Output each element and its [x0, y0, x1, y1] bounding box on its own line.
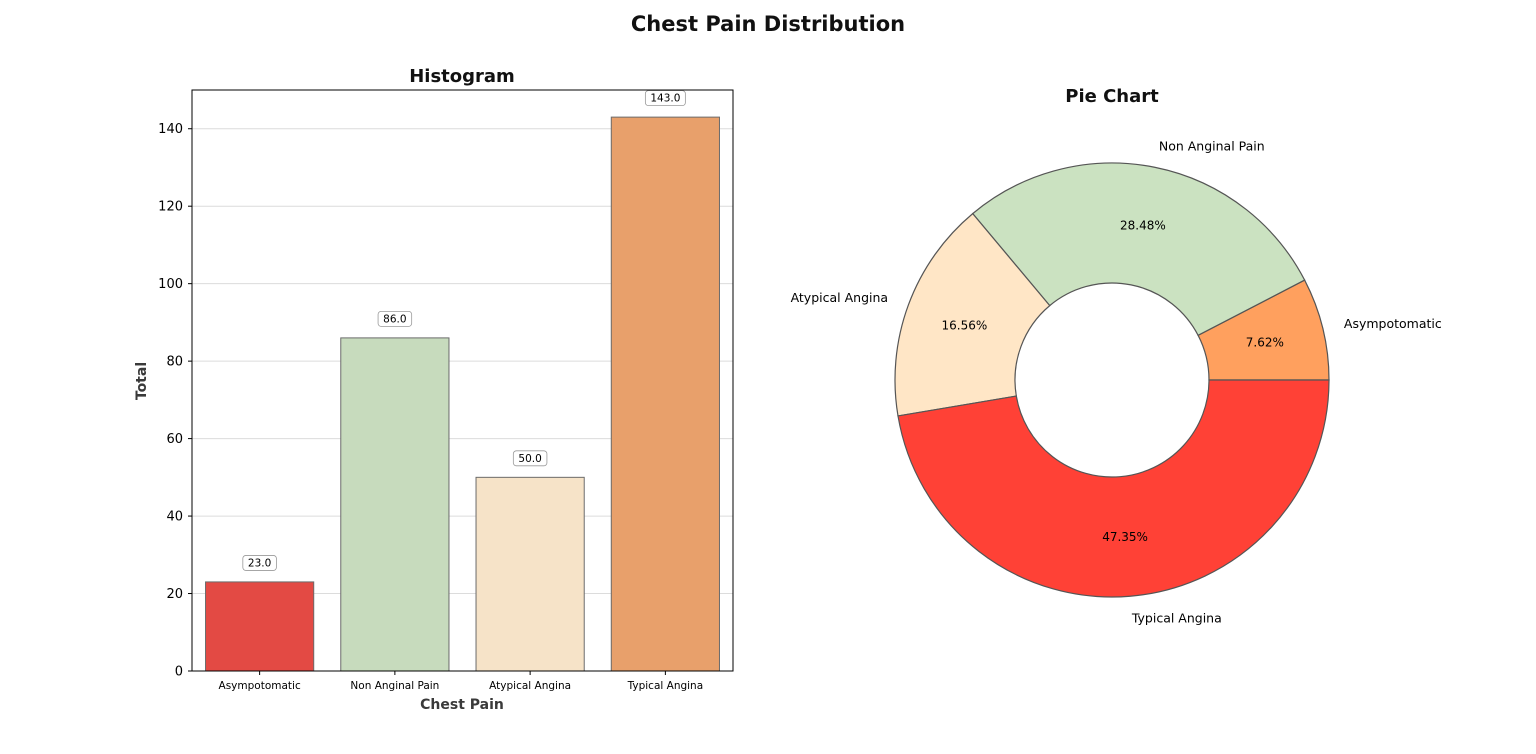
bar-x-tick-label: Asympotomatic: [219, 680, 301, 692]
bar-value-label: 23.0: [248, 557, 271, 569]
pie-labels: Asympotomatic 7.62% Non Anginal Pain 28.48%…: [791, 138, 1442, 625]
figure-title: Chest Pain Distribution: [631, 12, 905, 36]
pie-percent-label: 47.35%: [1102, 530, 1148, 544]
bar-x-axis-label: Chest Pain: [420, 697, 504, 713]
bar-value-label: 86.0: [383, 313, 406, 325]
pie-chart-title: Pie Chart: [1065, 86, 1159, 107]
bar-chart-panel: Histogram 23.0 86.0 50.0 143.0 0 20 40 60 80 100…: [134, 66, 734, 713]
bar-x-ticks: Asympotomatic Non Anginal Pain Atypical An…: [219, 671, 704, 692]
bar-non-anginal-pain: [340, 337, 450, 672]
bar-asympotomatic: [205, 581, 315, 672]
bar-typical-angina: [610, 116, 720, 672]
bar-y-tick-label: 80: [166, 355, 183, 370]
bar-plot-frame: [191, 89, 734, 672]
bar-y-tick-label: 100: [158, 277, 183, 292]
bar-value-label: 143.0: [650, 93, 680, 105]
bar-value-label-box: [512, 450, 548, 467]
pie-label-non-anginal-pain: Non Anginal Pain: [1159, 138, 1265, 153]
bar-value-label-box: [377, 310, 413, 327]
pie-wedge-non-anginal-pain: [971, 162, 1306, 337]
bar-y-ticks: 0 20 40 60 80 100 120 140: [158, 122, 192, 680]
pie-label-asympotomatic: Asympotomatic: [1344, 316, 1442, 331]
pie-percent-label: 16.56%: [942, 319, 988, 333]
bar-value-labels: 23.0 86.0 50.0 143.0: [242, 90, 686, 571]
bar-atypical-angina: [475, 476, 585, 672]
pie-label-typical-angina: Typical Angina: [1131, 610, 1222, 625]
bar-y-tick-label: 120: [158, 200, 183, 215]
pie-wedge-atypical-angina: [894, 212, 1051, 417]
pie-wedge-typical-angina: [897, 379, 1330, 598]
bar-y-tick-label: 40: [166, 510, 183, 525]
pie-percent-label: 28.48%: [1120, 219, 1166, 233]
pie-label-atypical-angina: Atypical Angina: [791, 290, 888, 305]
bar-y-axis-label: Total: [134, 362, 150, 400]
bar-value-label-box: [644, 90, 686, 107]
pie-wedges: [894, 162, 1330, 598]
pie-percent-label: 7.62%: [1246, 336, 1284, 350]
bar-y-tick-label: 20: [166, 587, 183, 602]
bar-y-tick-label: 0: [175, 665, 183, 680]
bar-x-tick-label: Non Anginal Pain: [350, 680, 439, 692]
bar-series: [205, 116, 720, 672]
bar-value-label: 50.0: [518, 453, 541, 465]
bar-x-tick-label: Atypical Angina: [489, 680, 571, 692]
bar-y-tick-label: 60: [166, 432, 183, 447]
bar-value-label-box: [242, 555, 277, 571]
bar-y-tick-label: 140: [158, 122, 183, 137]
bar-x-tick-label: Typical Angina: [627, 680, 704, 692]
pie-chart-panel: Pie Chart Asympotomatic 7.62% Non Anginal …: [791, 86, 1442, 625]
bar-chart-title: Histogram: [409, 66, 515, 87]
